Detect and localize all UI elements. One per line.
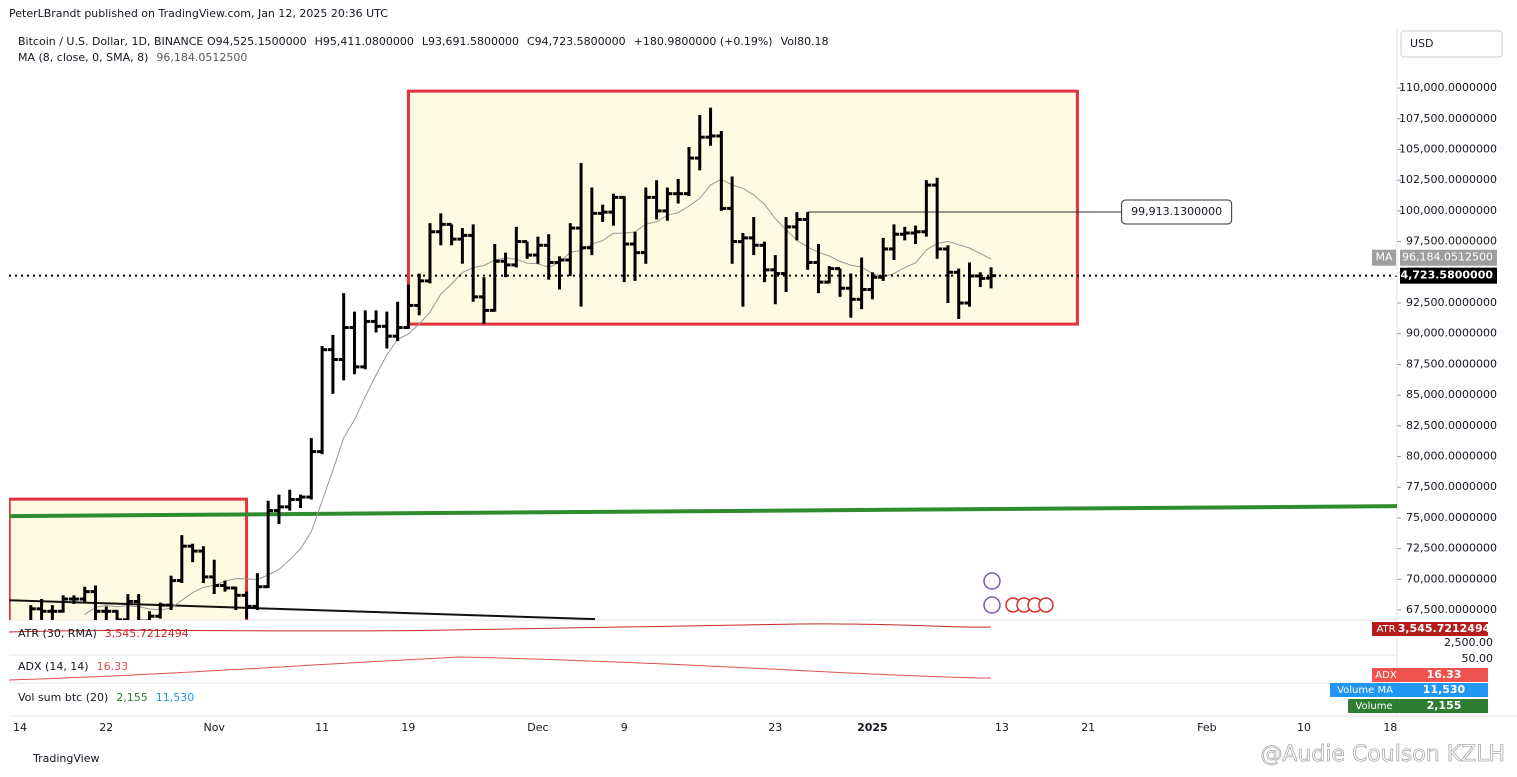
chart-title: Bitcoin / U.S. Dollar, 1D, BINANCE: [18, 35, 203, 48]
x-tick-label: 18: [1383, 721, 1397, 734]
currency-box[interactable]: [1400, 30, 1503, 58]
ma-label: MA (8, close, 0, SMA, 8): [18, 51, 148, 64]
adx-value-box: [1400, 668, 1488, 682]
atr-line: [8, 623, 992, 633]
ma-tag: MA: [1375, 251, 1392, 264]
x-tick-label: 21: [1081, 721, 1095, 734]
y-tick-label: 100,000.0000000: [1399, 204, 1497, 217]
y-tick-label: 70,000.0000000: [1406, 572, 1497, 585]
volume-value-box: [1400, 699, 1488, 713]
legend-item: Vol80.18: [781, 35, 829, 48]
atr-scale: 2,500.00: [1444, 636, 1493, 649]
adx-tag: ADX: [1375, 670, 1397, 681]
ma-value: 96,184.0512500: [1402, 251, 1493, 264]
ma-line: [84, 178, 992, 615]
x-tick-label: 22: [99, 721, 113, 734]
adx-scale: 50.00: [1462, 652, 1494, 665]
support-line: [9, 504, 1397, 519]
y-tick-label: 75,000.0000000: [1406, 511, 1497, 524]
atr-tag: ATR: [1376, 624, 1395, 635]
y-tick-label: 67,500.0000000: [1406, 603, 1497, 616]
x-tick-label: 10: [1297, 721, 1311, 734]
last-price-box: [1400, 267, 1497, 284]
x-tick-label: Feb: [1197, 721, 1216, 734]
atr-value: 3,545.7212494: [105, 627, 189, 640]
x-tick-label: 19: [401, 721, 415, 734]
volume-label: Vol sum btc (20): [18, 691, 108, 704]
ma-value-box: [1400, 249, 1497, 266]
currency: USD: [1410, 37, 1434, 50]
hline-label: 99,913.1300000: [1131, 205, 1222, 218]
legend-item: O94,525.1500000: [207, 35, 307, 48]
volume-tag: Volume: [1355, 701, 1392, 712]
x-tick-label: 13: [995, 721, 1009, 734]
legend-item: C94,723.5800000: [527, 35, 626, 48]
y-tick-label: 105,000.0000000: [1399, 142, 1497, 155]
legend-item: +180.9800000 (+0.19%): [634, 35, 773, 48]
y-tick-label: 110,000.0000000: [1399, 81, 1497, 94]
adx-line: [8, 656, 992, 681]
volume-ma-value-box: [1400, 683, 1488, 697]
price-pane: [9, 89, 1397, 620]
atr-tag-box: [1372, 622, 1400, 636]
adx-label: ADX (14, 14): [18, 660, 89, 673]
adx-tag-box: [1372, 668, 1400, 682]
ma-tag-box: [1372, 249, 1396, 266]
hline-label-box: [1121, 199, 1233, 225]
event-icons[interactable]: [983, 572, 1054, 614]
adx-value-tag: 16.33: [1427, 668, 1462, 681]
y-tick-label: 85,000.0000000: [1406, 388, 1497, 401]
ma-legend-value: 96,184.0512500: [156, 51, 247, 64]
last-price: 94,723.5800000: [1393, 269, 1494, 282]
y-tick-label: 102,500.0000000: [1399, 173, 1497, 186]
x-tick-label: Dec: [527, 721, 548, 734]
legend-item: H95,411.0800000: [315, 35, 414, 48]
volume-ma-tag-box: [1330, 683, 1400, 697]
volume-ma-value: 11,530: [156, 691, 195, 704]
x-tick-label: 14: [13, 721, 27, 734]
y-tick-label: 72,500.0000000: [1406, 542, 1497, 555]
volume-value-tag: 2,155: [1427, 699, 1462, 712]
volume-ma-value-tag: 11,530: [1423, 683, 1466, 696]
y-tick-label: 77,500.0000000: [1406, 480, 1497, 493]
volume-tag-box: [1348, 699, 1400, 713]
volume-ma-tag: Volume MA: [1337, 685, 1393, 696]
y-tick-label: 92,500.0000000: [1406, 296, 1497, 309]
y-tick-label: 87,500.0000000: [1406, 357, 1497, 370]
y-tick-label: 90,000.0000000: [1406, 327, 1497, 340]
x-tick-label: 23: [768, 721, 782, 734]
atr-value-tag: 3,545.7212494: [1398, 622, 1491, 635]
watermark: @Audie Coulson KZLH: [1260, 742, 1505, 767]
publish-note: PeterLBrandt published on TradingView.co…: [9, 7, 388, 20]
brand: TradingView: [32, 752, 99, 765]
y-tick-label: 80,000.0000000: [1406, 450, 1497, 463]
y-tick-label: 97,500.0000000: [1406, 235, 1497, 248]
x-tick-label: 2025: [857, 721, 888, 734]
x-tick-label: 11: [315, 721, 329, 734]
y-tick-label: 107,500.0000000: [1399, 112, 1497, 125]
y-tick-label: 82,500.0000000: [1406, 419, 1497, 432]
x-tick-label: 9: [621, 721, 628, 734]
trend-line: [9, 599, 596, 620]
legend-item: L93,691.5800000: [422, 35, 519, 48]
adx-value: 16.33: [97, 660, 129, 673]
x-tick-label: Nov: [203, 721, 225, 734]
volume-value: 2,155: [116, 691, 148, 704]
atr-label: ATR (30, RMA): [18, 627, 97, 640]
atr-value-box: [1400, 622, 1488, 636]
